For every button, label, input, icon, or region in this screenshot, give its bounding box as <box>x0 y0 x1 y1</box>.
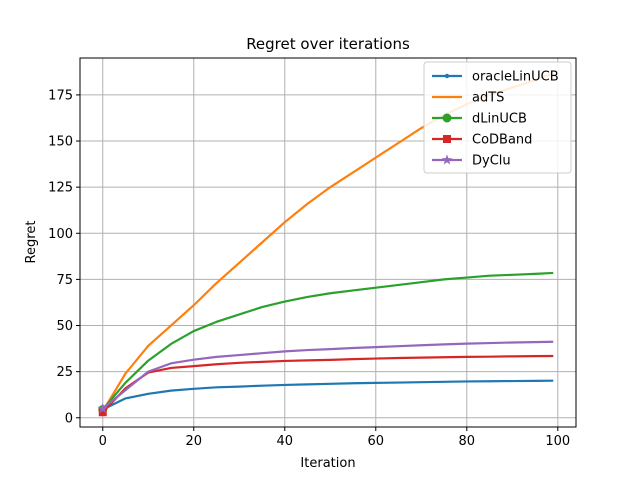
x-axis-ticks: 0 20 40 60 80 100 <box>99 427 570 449</box>
legend-dy-clu-marker <box>441 154 453 165</box>
legend-ad-ts-label: adTS <box>472 91 504 106</box>
legend-oracle-lin-ucb-label: oracleLinUCB <box>472 70 559 85</box>
y-tick-label: 175 <box>48 88 73 103</box>
x-tick-label: 40 <box>276 434 293 449</box>
dy-clu-start-marker <box>97 403 108 413</box>
y-tick-label: 100 <box>48 227 73 242</box>
co-dband-line <box>101 354 554 413</box>
legend-box <box>423 61 572 174</box>
x-axis-label: Iteration <box>300 456 355 471</box>
dy-clu-line <box>102 340 554 410</box>
y-tick-label: 150 <box>48 135 73 150</box>
chart-title: Regret over iterations <box>246 35 410 53</box>
co-dband-start-marker <box>98 408 107 417</box>
grid <box>80 58 576 427</box>
y-tick-label: 0 <box>65 411 73 426</box>
x-tick-label: 20 <box>185 434 202 449</box>
y-tick-label: 75 <box>56 273 73 288</box>
y-axis-label: Regret <box>24 221 39 264</box>
legend-oracle-lin-ucb-marker <box>444 73 450 79</box>
legend-d-lin-ucb-label: dLinUCB <box>472 112 527 127</box>
legend-co-dband-label: CoDBand <box>472 133 532 148</box>
y-tick-label: 25 <box>56 365 73 380</box>
d-lin-ucb-line <box>101 271 554 411</box>
y-tick-label: 50 <box>56 319 73 334</box>
x-tick-label: 60 <box>368 434 385 449</box>
oracle-lin-ucb-line <box>102 379 554 411</box>
legend-dy-clu-label: DyClu <box>472 154 511 169</box>
legend: oracleLinUCB adTS dLinUCB CoDBand DyClu <box>423 61 572 174</box>
plot-frame <box>79 57 577 428</box>
y-axis-ticks: 0 25 50 75 100 125 150 175 <box>48 88 80 426</box>
x-tick-label: 80 <box>459 434 476 449</box>
legend-d-lin-ucb-marker <box>442 113 452 123</box>
x-tick-label: 0 <box>99 434 107 449</box>
y-tick-label: 125 <box>48 181 73 196</box>
x-tick-label: 100 <box>545 434 570 449</box>
legend-co-dband-marker <box>443 135 451 143</box>
